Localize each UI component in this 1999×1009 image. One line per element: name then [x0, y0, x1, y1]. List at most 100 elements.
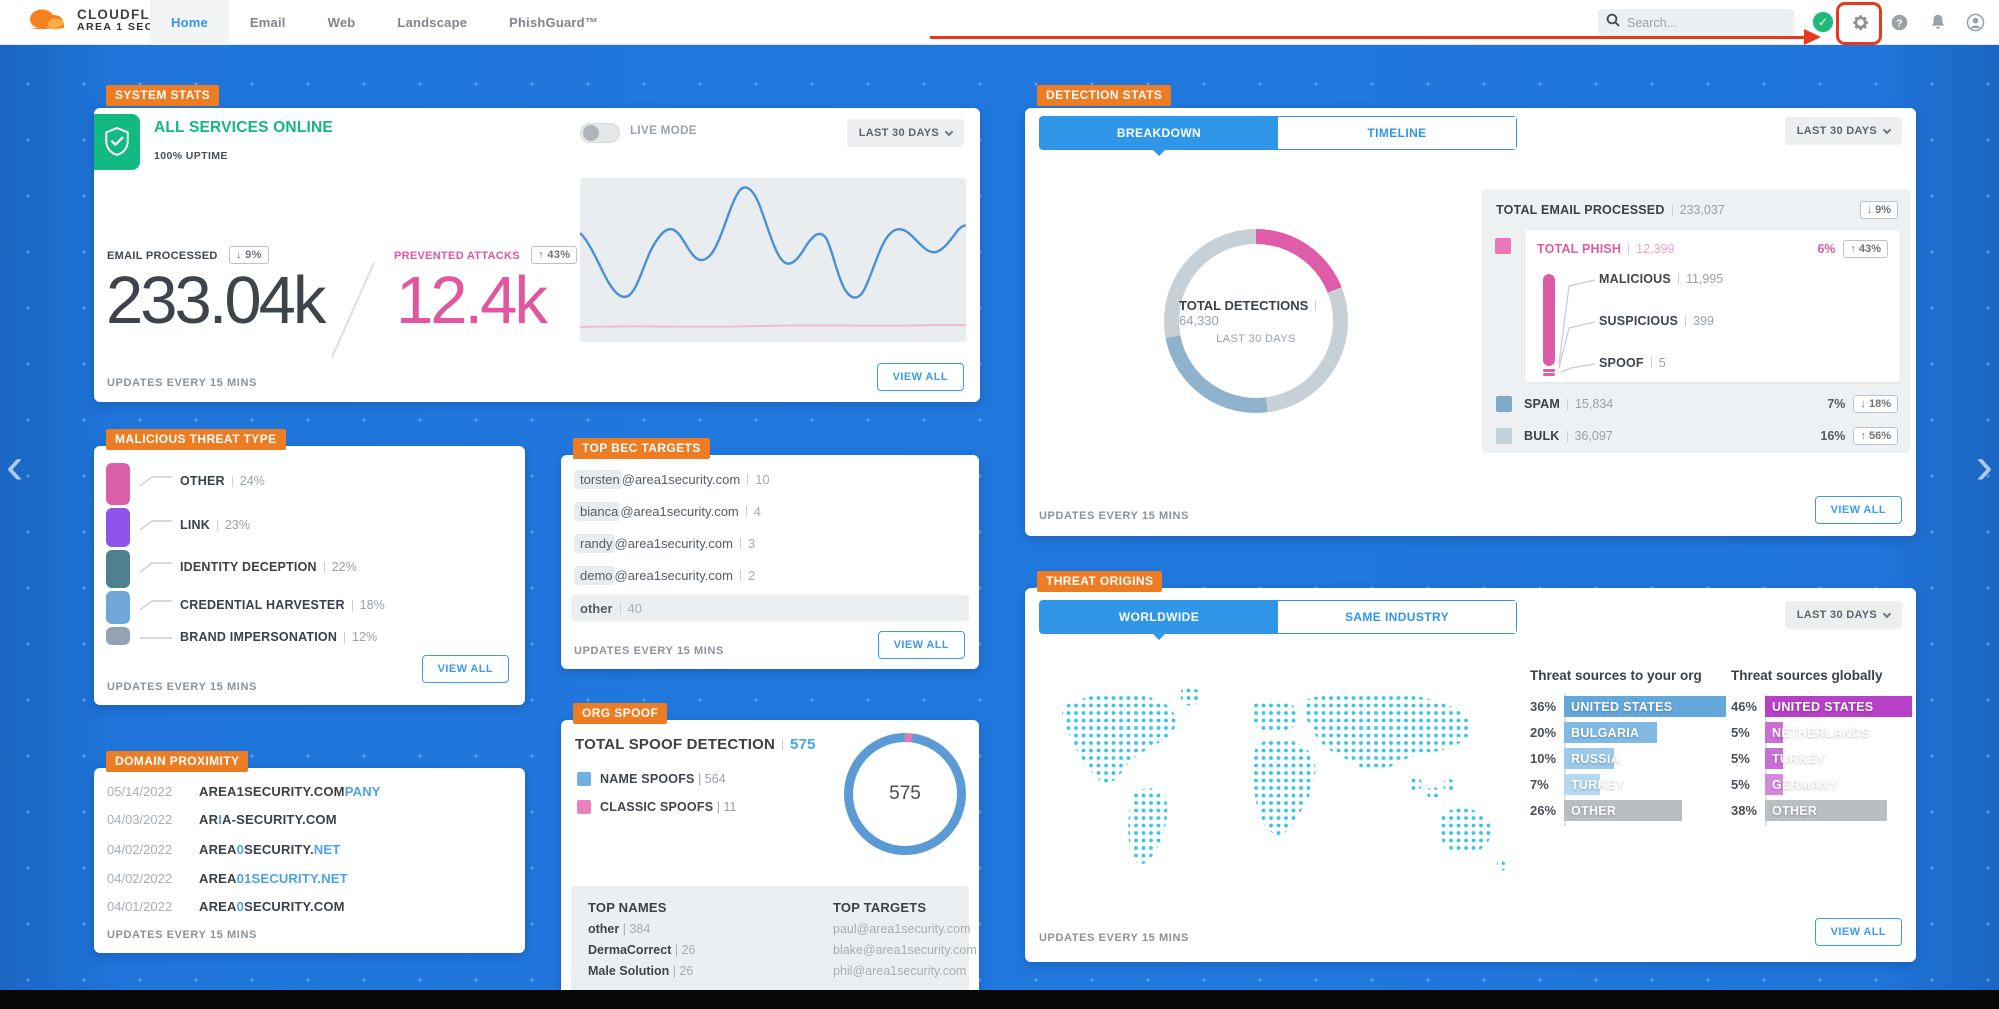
spoof-detail-panel: TOP NAMES other | 384 DermaCorrect | 26 …	[571, 886, 977, 1009]
spoof-legend-row: CLASSIC SPOOFS | 11	[577, 800, 736, 814]
connector-line	[140, 476, 172, 487]
help-icon[interactable]: ?	[1888, 11, 1910, 33]
prevented-attacks-value: 12.4k	[396, 263, 548, 338]
nav-item-landscape[interactable]: Landscape	[397, 15, 468, 30]
top-target-row: paul@area1security.com	[833, 922, 971, 936]
bec-updates-text: UPDATES EVERY 15 MINS	[574, 645, 724, 657]
bec-target-row[interactable]: bianca @area1security.com 4	[574, 499, 966, 523]
nav-item-phishguard[interactable]: PhishGuard™	[509, 15, 599, 30]
system-view-all-button[interactable]: VIEW ALL	[876, 363, 964, 391]
carousel-left-arrow[interactable]: ‹	[6, 437, 24, 495]
detection-view-all-button[interactable]: VIEW ALL	[1814, 496, 1902, 524]
global-bar-row: 5% NETHERLANDS	[1731, 722, 1869, 743]
malicious-view-all-button[interactable]: VIEW ALL	[421, 655, 509, 683]
global-sources-header: Threat sources globally	[1731, 668, 1883, 683]
system-updates-text: UPDATES EVERY 15 MINS	[107, 377, 257, 389]
bec-target-row[interactable]: randy @area1security.com 3	[574, 531, 966, 555]
malicious-threat-card: OTHER 24% LINK 23% IDENTITY DECEPTION 22% C…	[94, 446, 525, 705]
domain-row[interactable]: 04/03/2022 ARIA-SECURITY.COM	[107, 811, 337, 827]
total-phish-row: TOTAL PHISH 12,399 6% ↑ 43%	[1537, 240, 1888, 258]
user-account-icon[interactable]	[1964, 11, 1986, 33]
threat-legend-row: BRAND IMPERSONATION 12%	[140, 630, 377, 644]
cloudflare-cloud-icon	[26, 4, 68, 37]
nav-item-web[interactable]: Web	[327, 15, 356, 30]
annotation-highlight-box	[1836, 2, 1882, 45]
phish-swatch	[1495, 238, 1511, 254]
top-bec-targets-tag: TOP BEC TARGETS	[573, 438, 710, 459]
email-processed-value: 233.04k	[106, 263, 326, 338]
nav-item-email[interactable]: Email	[249, 15, 286, 30]
threat-bar-brand-impersonation	[106, 627, 130, 645]
live-mode-label: LIVE MODE	[630, 125, 697, 137]
chevron-down-icon	[1882, 609, 1892, 618]
tab-same-industry[interactable]: SAME INDUSTRY	[1278, 601, 1516, 633]
domain-proximity-card: 05/14/2022 AREA1SECURITY.COMPANY 04/03/2…	[94, 768, 525, 953]
domain-row[interactable]: 04/01/2022 AREA0SECURITY.COM	[107, 898, 345, 914]
services-shield-icon	[94, 114, 140, 170]
bar-united-states: UNITED STATES	[1564, 696, 1726, 717]
carousel-right-arrow[interactable]: ›	[1975, 437, 1993, 495]
bar-united-states-global: UNITED STATES	[1765, 696, 1912, 717]
total-email-row: TOTAL EMAIL PROCESSED 233,037 ↓ 9%	[1496, 201, 1898, 219]
prevented-attacks-delta-badge: ↑ 43%	[531, 246, 578, 264]
connector-line	[140, 562, 172, 573]
bulk-row: BULK 36,097 16% ↑ 56%	[1496, 427, 1898, 445]
search-input[interactable]	[1627, 15, 1777, 30]
domain-proximity-tag: DOMAIN PROXIMITY	[106, 751, 249, 772]
top-targets-header: TOP TARGETS	[833, 900, 927, 915]
connector-line	[140, 600, 172, 611]
global-bar-row: 46% UNITED STATES	[1731, 696, 1912, 717]
malicious-row: MALICIOUS 11,995	[1599, 272, 1724, 286]
bulk-swatch	[1496, 428, 1512, 444]
domain-row[interactable]: 04/02/2022 AREA0SECURITY.NET	[107, 841, 341, 857]
detection-period-dropdown[interactable]: LAST 30 DAYS	[1784, 117, 1902, 145]
nav-item-home[interactable]: Home	[150, 0, 229, 45]
live-mode-toggle[interactable]	[580, 123, 620, 143]
org-bar-row: 10% RUSSIA	[1530, 748, 1620, 769]
bar-germany: GERMANY	[1765, 774, 1838, 795]
bottom-black-bar	[0, 990, 1999, 1009]
detection-breakdown-panel: TOTAL EMAIL PROCESSED 233,037 ↓ 9% TOTAL …	[1482, 189, 1910, 453]
detection-stats-tag: DETECTION STATS	[1037, 85, 1172, 106]
bec-target-row[interactable]: demo @area1security.com 2	[574, 563, 966, 587]
threat-legend-row: IDENTITY DECEPTION 22%	[140, 560, 357, 574]
uptime-text: 100% UPTIME	[154, 150, 228, 162]
system-period-dropdown[interactable]: LAST 30 DAYS	[846, 119, 964, 147]
spoof-legend-row: NAME SPOOFS | 564	[577, 772, 726, 786]
bar-other-global: OTHER	[1765, 800, 1887, 821]
bec-other-row[interactable]: other 40	[571, 595, 969, 621]
domain-row[interactable]: 05/14/2022 AREA1SECURITY.COMPANY	[107, 783, 381, 799]
domain-row[interactable]: 04/02/2022 AREA01SECURITY.NET	[107, 870, 348, 886]
threat-origins-period-dropdown[interactable]: LAST 30 DAYS	[1784, 601, 1902, 629]
services-status-text: ALL SERVICES ONLINE	[154, 119, 333, 136]
spoof-total-value: 575	[790, 736, 816, 753]
bulk-delta-badge: ↑ 56%	[1853, 427, 1898, 445]
threat-bar-credential-harvester	[106, 591, 130, 624]
classic-spoofs-swatch	[577, 800, 591, 814]
tab-breakdown[interactable]: BREAKDOWN	[1040, 117, 1278, 156]
detections-donut-chart: TOTAL DETECTIONS64,330 LAST 30 DAYS	[1164, 229, 1348, 413]
detections-donut-subtitle: LAST 30 DAYS	[1216, 332, 1296, 345]
top-name-row: DermaCorrect | 26	[588, 943, 696, 957]
threat-legend-row: LINK 23%	[140, 518, 250, 532]
spam-delta-badge: ↓ 18%	[1853, 395, 1898, 413]
detections-donut-title: TOTAL DETECTIONS	[1179, 297, 1309, 313]
org-bar-row: 26% OTHER	[1530, 800, 1682, 821]
settings-gear-icon[interactable]	[1849, 11, 1871, 33]
system-stats-card: ALL SERVICES ONLINE 100% UPTIME LIVE MOD…	[94, 108, 980, 402]
tab-timeline[interactable]: TIMELINE	[1278, 117, 1516, 149]
suspicious-row: SUSPICIOUS 399	[1599, 314, 1714, 328]
threat-origins-card: WORLDWIDE SAME INDUSTRY LAST 30 DAYS	[1025, 588, 1916, 962]
bec-view-all-button[interactable]: VIEW ALL	[877, 631, 965, 659]
threat-legend-row: CREDENTIAL HARVESTER 18%	[140, 598, 385, 612]
email-processed-delta-badge: ↓ 9%	[229, 246, 269, 264]
threat-origins-view-all-button[interactable]: VIEW ALL	[1814, 918, 1902, 946]
org-bar-row: 7% TURKEY	[1530, 774, 1624, 795]
bec-target-row[interactable]: torsten @area1security.com 10	[574, 467, 966, 491]
notifications-bell-icon[interactable]	[1927, 11, 1949, 33]
system-stats-tag: SYSTEM STATS	[106, 85, 220, 106]
tab-worldwide[interactable]: WORLDWIDE	[1040, 601, 1278, 640]
search-box[interactable]	[1598, 9, 1794, 36]
connector-line	[140, 637, 172, 639]
global-bar-row: 5% GERMANY	[1731, 774, 1838, 795]
